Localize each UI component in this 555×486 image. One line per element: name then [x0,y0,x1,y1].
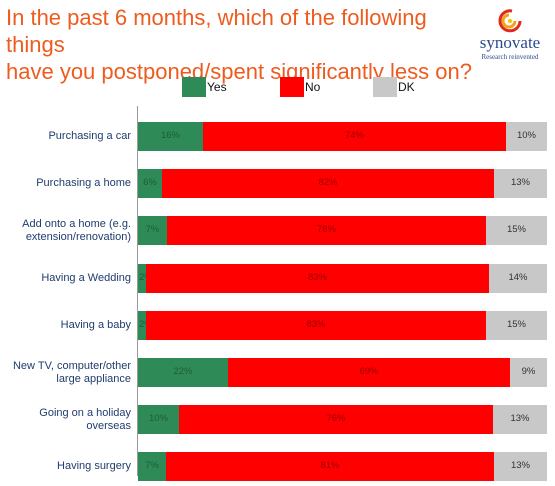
bar-segment-yes [138,169,162,198]
data-label-no: 83% [306,319,326,330]
data-label-yes: 22% [173,366,193,377]
category-label: Purchasing a home [4,177,131,190]
category-label-line: New TV, computer/other [12,360,131,372]
chart-legend: Yes No DK [0,77,555,99]
legend-label-yes: Yes [207,80,227,94]
bar-segment-no [166,452,494,481]
category-label: Having a baby [4,319,131,332]
bar-segment-no [146,311,486,340]
stacked-bar: 2% 83% 15% [138,311,547,340]
category-label-line: extension/renovation) [25,231,131,243]
logo-tagline: Research reinvented [481,53,539,61]
logo-wordmark: synovate [479,33,541,52]
data-label-no: 81% [320,460,340,471]
data-label-dk: 15% [506,224,526,235]
data-label-no: 74% [344,130,364,141]
data-label-yes: 2% [139,272,153,284]
data-label-no: 69% [359,366,379,377]
legend-swatch-dk [373,77,397,97]
data-label-dk: 13% [510,413,530,424]
category-label-line: Purchasing a car [48,130,131,142]
category-label-line: Having surgery [57,460,131,472]
title-line-1: In the past 6 months, which of the follo… [6,5,427,57]
stacked-bar: 16% 74% 10% [138,122,547,151]
bar-segment-yes [138,264,146,293]
data-label-dk: 10% [516,130,536,141]
stacked-bar: 2% 83% 14% [138,264,547,293]
data-label-no: 82% [318,177,338,188]
bar-segment-no [228,358,510,387]
stacked-bar: 22% 69% 9% [138,358,547,387]
data-label-no: 83% [307,272,327,283]
category-label-line: Going on a holiday [39,407,131,419]
data-label-dk: 13% [510,177,530,188]
category-label-line: Add onto a home (e.g. [22,218,131,230]
data-label-yes: 7% [145,224,160,235]
category-label: Having surgery [4,460,131,473]
category-axis-line [137,106,138,476]
bar-segment-yes [138,452,166,481]
bar-segment-yes [138,311,146,340]
data-label-dk: 13% [510,460,530,471]
data-label-yes: 7% [145,460,159,471]
legend-swatch-no [280,77,304,97]
category-label: New TV, computer/other large appliance [4,360,131,386]
category-label-line: Having a baby [60,319,131,331]
chart-title: In the past 6 months, which of the follo… [6,4,476,85]
bar-segment-dk [486,311,547,340]
stacked-bar: 6% 82% 13% [138,169,547,198]
category-label-line: Having a Wedding [41,272,131,284]
category-label-line: large appliance [56,373,131,385]
bar-segment-no [146,264,489,293]
bar-segment-dk [489,264,547,293]
data-label-no: 76% [326,413,346,424]
bar-segment-no [167,216,486,245]
data-label-yes: 2% [139,319,153,331]
stacked-bar: 7% 78% 15% [138,216,547,245]
swirl-logo-icon [498,9,522,33]
bar-segment-yes [138,216,167,245]
data-label-dk: 9% [521,366,536,377]
category-label-line: overseas [86,420,131,432]
bar-segment-dk [494,452,547,481]
legend-label-no: No [305,80,321,94]
category-label-line: Purchasing a home [36,177,131,189]
category-label: Purchasing a car [4,130,131,143]
data-label-yes: 16% [160,130,180,141]
legend-swatch-yes [182,77,206,97]
stacked-bar: 10% 76% 13% [138,405,547,434]
bar-segment-dk [510,358,547,387]
synovate-logo: synovate Research reinvented [468,6,552,64]
bar-segment-dk [494,169,547,198]
bar-segment-yes [138,405,179,434]
data-label-dk: 15% [506,319,526,330]
legend-label-dk: DK [398,80,415,94]
category-label: Having a Wedding [4,272,131,285]
bar-segment-yes [138,358,228,387]
data-label-yes: 6% [143,177,157,188]
data-label-yes: 10% [148,413,168,424]
data-label-dk: 14% [508,272,528,283]
bar-segment-no [162,169,494,198]
bar-segment-no [179,405,493,434]
bar-segment-no [203,122,506,151]
bar-segment-dk [486,216,547,245]
bar-segment-dk [493,405,547,434]
data-label-no: 78% [316,224,336,235]
bar-segment-dk [506,122,547,151]
bar-segment-yes [138,122,203,151]
category-label: Add onto a home (e.g. extension/renovatio… [4,218,131,244]
stacked-bar: 7% 81% 13% [138,452,547,481]
category-label: Going on a holiday overseas [4,407,131,433]
